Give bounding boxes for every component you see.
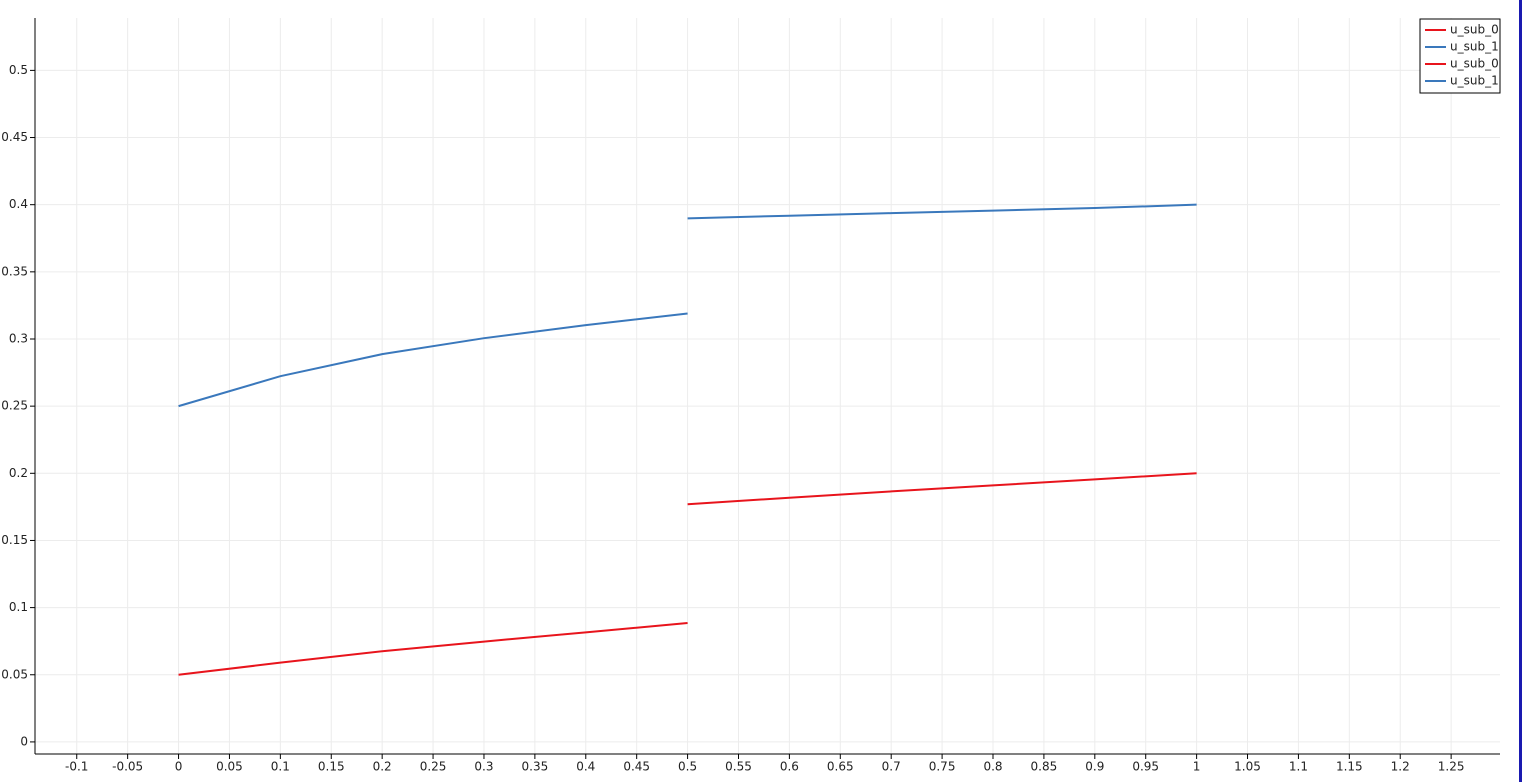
x-tick-label: 0.2 [373,760,392,774]
x-tick-label: 0.7 [882,760,901,774]
y-tick-label: 0.2 [9,466,28,480]
x-tick-label: 0.6 [780,760,799,774]
x-tick-label: -0.1 [65,760,88,774]
x-tick-label: 0.3 [474,760,493,774]
x-tick-label: 0.5 [678,760,697,774]
line [178,312,688,408]
x-tick-label: 1 [1193,760,1201,774]
y-tick-label: 0.05 [1,667,28,681]
x-tick-label: 0.95 [1132,760,1159,774]
legend: u_sub_0 u_sub_1 u_sub_0 u_sub_1 [1419,18,1501,94]
y-tick-label: 0 [20,734,28,748]
x-tick-label: 0.45 [623,760,650,774]
x-tick-label: 0.85 [1031,760,1058,774]
legend-label: u_sub_1 [1450,74,1499,88]
y-tick-label: 0.3 [9,331,28,345]
x-tick-label: 1.2 [1391,760,1410,774]
x-tick-label: 0.15 [318,760,345,774]
x-tick-label: 0.8 [983,760,1002,774]
x-tick-label: 0.05 [216,760,243,774]
line [178,622,688,676]
x-tick-label: 0.25 [420,760,447,774]
x-tick-label: 1.25 [1438,760,1465,774]
y-tick-label: 0.1 [9,600,28,614]
y-tick-label: 0.4 [9,197,28,211]
x-tick-label: 0.9 [1085,760,1104,774]
x-tick-label: 0 [175,760,183,774]
x-tick-label: 0.65 [827,760,854,774]
line [687,203,1197,220]
x-tick-label: 0.1 [271,760,290,774]
legend-label: u_sub_0 [1450,57,1499,71]
legend-label: u_sub_0 [1450,23,1499,37]
x-tick-label: 0.4 [576,760,595,774]
y-tick-label: 0.25 [1,399,28,413]
x-tick-label: 0.35 [522,760,549,774]
x-tick-label: -0.05 [112,760,143,774]
y-tick-label: 0.15 [1,533,28,547]
legend-label: u_sub_1 [1450,40,1499,54]
x-tick-label: 1.15 [1336,760,1363,774]
y-tick-label: 0.35 [1,264,28,278]
x-tick-label: 0.55 [725,760,752,774]
x-tick-label: 0.75 [929,760,956,774]
line [687,472,1197,506]
x-tick-label: 1.1 [1289,760,1308,774]
window-border [1519,0,1522,782]
x-tick-label: 1.05 [1234,760,1261,774]
y-tick-label: 0.5 [9,63,28,77]
y-tick-label: 0.45 [1,130,28,144]
